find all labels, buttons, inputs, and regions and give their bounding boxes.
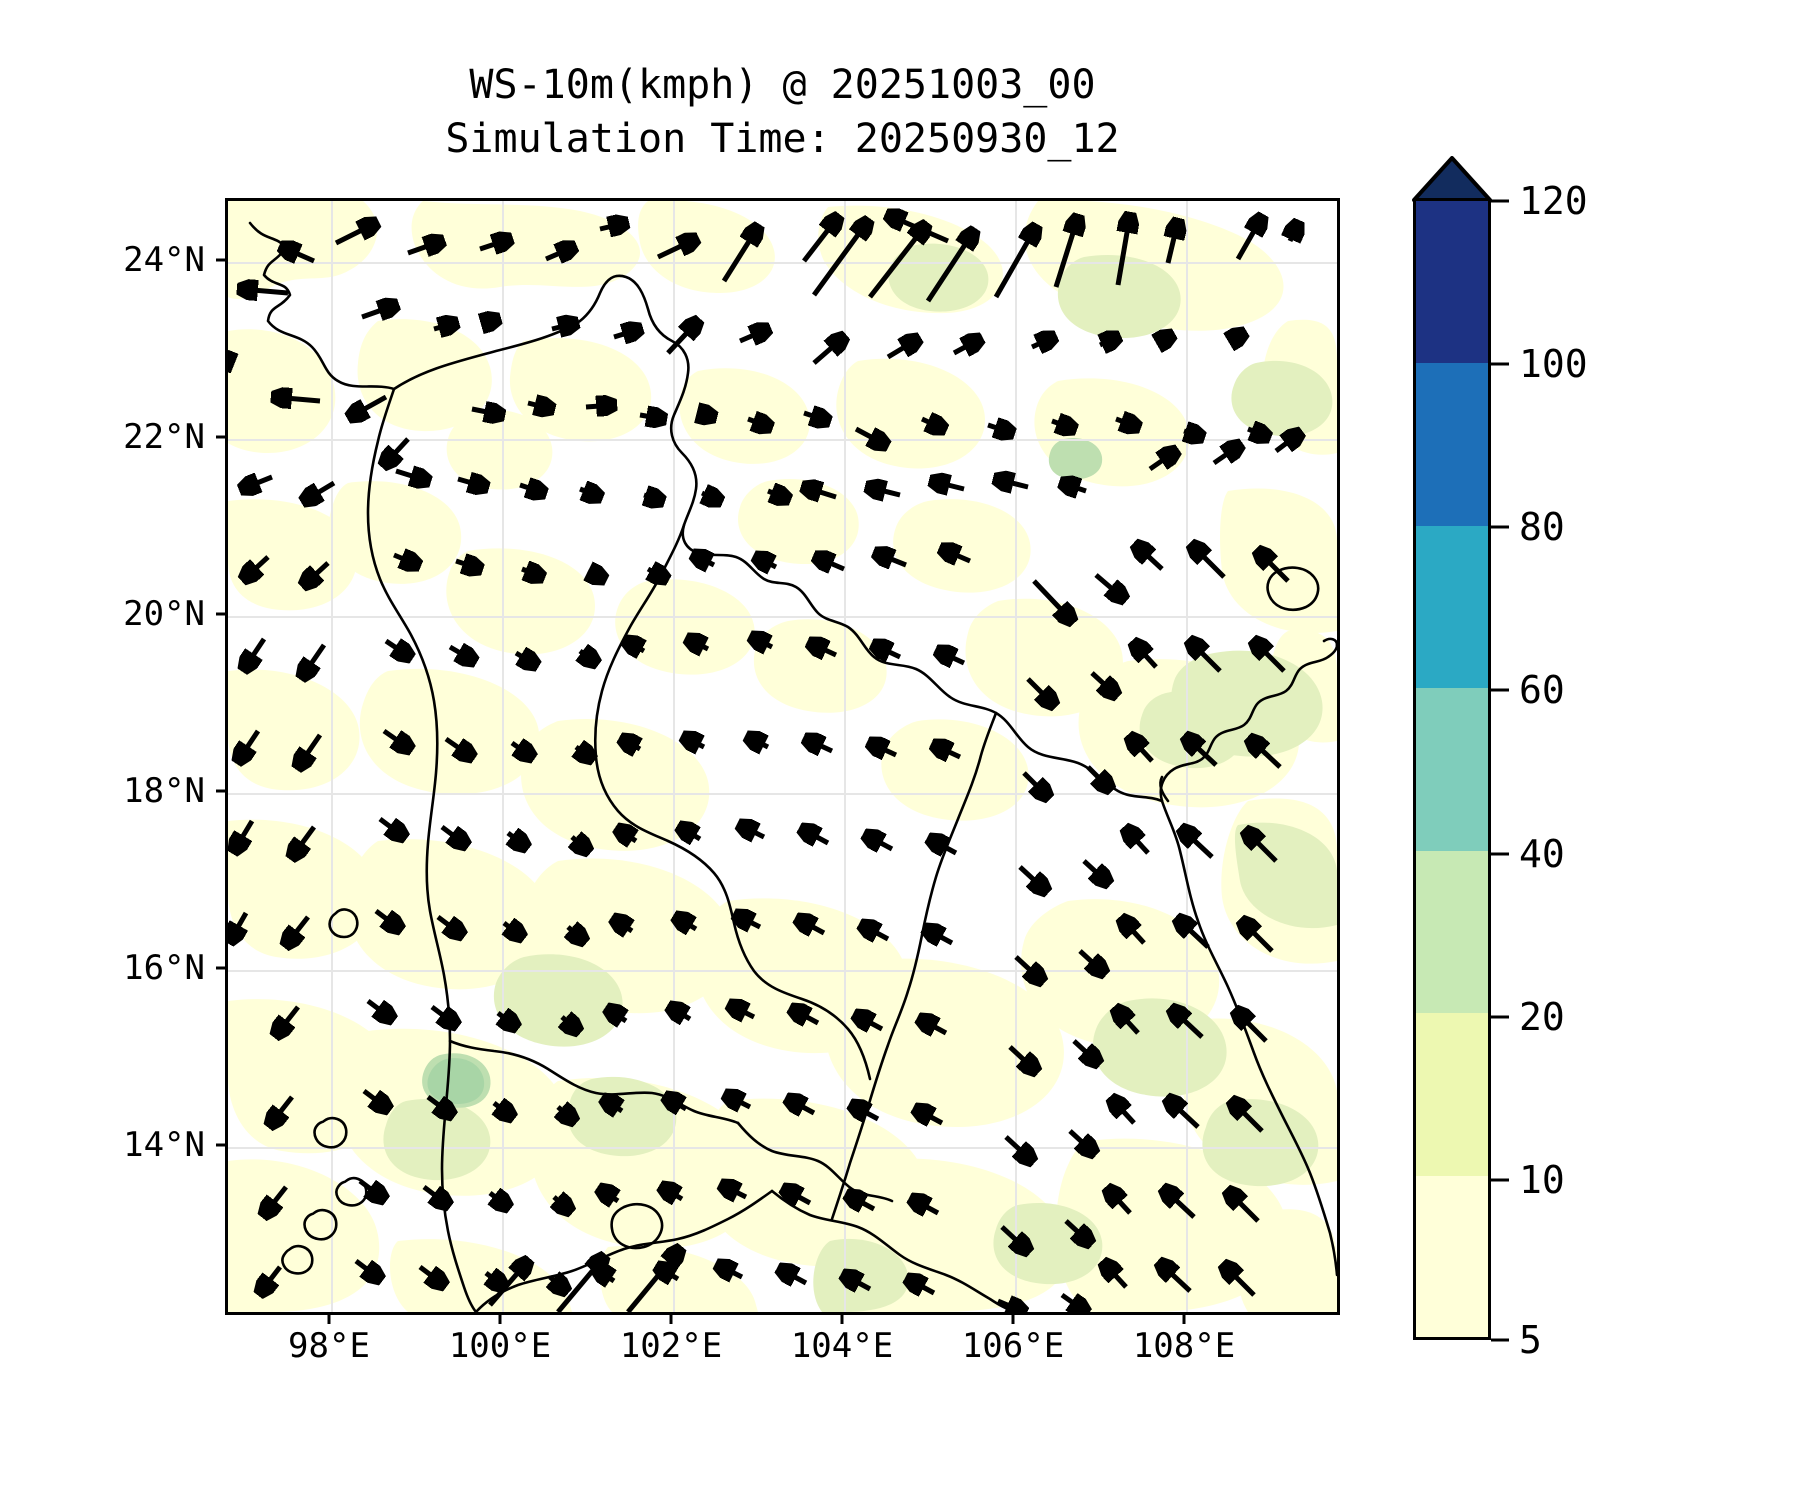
colorbar-label-80: 80 [1519, 505, 1565, 549]
colorbar-tick [1491, 1015, 1509, 1019]
x-tick-label-104e: 104°E [790, 1326, 894, 1366]
title-line-simulation-time: Simulation Time: 20250930_12 [445, 116, 1120, 162]
colorbar-tick [1491, 852, 1509, 856]
wind-speed-contour-map [228, 201, 1337, 1312]
colorbar [1412, 156, 1492, 1340]
x-tick [327, 1315, 331, 1324]
x-tick [498, 1315, 502, 1324]
colorbar-label-40: 40 [1519, 832, 1565, 876]
colorbar-label-5: 5 [1519, 1318, 1542, 1362]
map-gridlines [228, 201, 1337, 1312]
colorbar-tick [1491, 199, 1509, 203]
y-tick [216, 258, 225, 262]
x-tick [669, 1315, 673, 1324]
colorbar-band-20-40 [1416, 850, 1488, 1014]
y-tick-label-18n: 18°N [123, 771, 205, 811]
y-tick-label-22n: 22°N [123, 417, 205, 457]
colorbar-tick [1491, 1338, 1509, 1342]
contour-band-20-40-inner [427, 1058, 485, 1105]
x-tick-label-100e: 100°E [448, 1326, 552, 1366]
colorbar-tick [1491, 688, 1509, 692]
colorbar-band-10-20 [1416, 1013, 1488, 1176]
x-tick-label-98e: 98°E [288, 1326, 370, 1366]
colorbar-tick [1491, 525, 1509, 529]
x-tick-label-102e: 102°E [619, 1326, 723, 1366]
colorbar-band-5-10 [1416, 1175, 1488, 1337]
colorbar-band-80-100 [1416, 363, 1488, 526]
colorbar-label-60: 60 [1519, 668, 1565, 712]
y-tick-label-20n: 20°N [123, 594, 205, 634]
map-clip [228, 201, 1337, 1312]
colorbar-band-60-80 [1416, 525, 1488, 689]
y-tick-label-16n: 16°N [123, 948, 205, 988]
y-tick-label-14n: 14°N [123, 1125, 205, 1165]
colorbar-label-120: 120 [1519, 179, 1588, 223]
colorbar-band-40-60 [1416, 688, 1488, 851]
title-line-variable: WS-10m(kmph) @ 20251003_00 [469, 62, 1096, 108]
x-tick [840, 1315, 844, 1324]
y-tick [216, 966, 225, 970]
y-tick [216, 435, 225, 439]
wind-vector-field [228, 215, 1300, 1312]
colorbar-label-20: 20 [1519, 995, 1565, 1039]
colorbar-tick [1491, 1178, 1509, 1182]
figure-title: WS-10m(kmph) @ 20251003_00 Simulation Ti… [225, 58, 1340, 166]
colorbar-label-100: 100 [1519, 342, 1588, 386]
map-plot-area [225, 198, 1340, 1315]
x-tick [1182, 1315, 1186, 1324]
colorbar-label-10: 10 [1519, 1158, 1565, 1202]
x-tick-label-108e: 108°E [1132, 1326, 1236, 1366]
y-tick [216, 1143, 225, 1147]
colorbar-tick [1491, 362, 1509, 366]
y-tick-label-24n: 24°N [123, 240, 205, 280]
colorbar-band-100-120 [1416, 201, 1488, 364]
x-tick-label-106e: 106°E [961, 1326, 1065, 1366]
y-tick [216, 789, 225, 793]
colorbar-extend-max-arrow [1412, 156, 1492, 202]
colorbar-gradient [1413, 198, 1491, 1340]
y-tick [216, 612, 225, 616]
x-tick [1011, 1315, 1015, 1324]
